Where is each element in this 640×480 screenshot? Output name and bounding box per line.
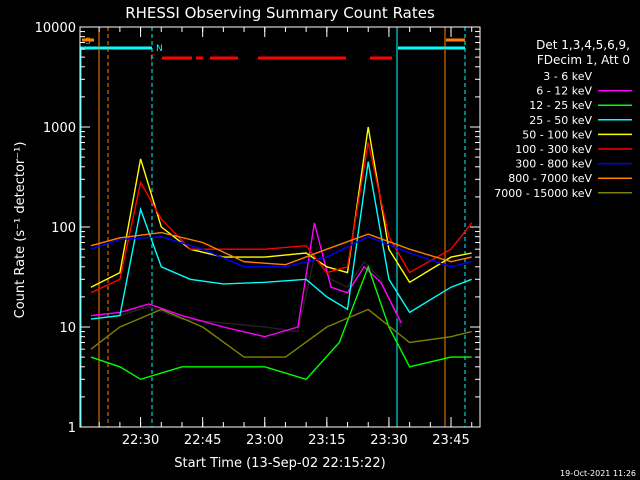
y-tick-label: 1	[68, 421, 76, 436]
legend-label: 12 - 25 keV	[529, 99, 592, 112]
x-tick-label: 23:00	[246, 433, 283, 448]
flag-label: F	[150, 54, 155, 64]
flag-label: S	[85, 37, 91, 47]
y-tick-label: 1000	[43, 121, 76, 136]
series-line	[90, 161, 472, 320]
legend-header-2: FDecim 1, Att 0	[537, 53, 630, 67]
legend-label: 3 - 6 keV	[543, 70, 592, 83]
legend-header-1: Det 1,3,4,5,6,9,	[536, 38, 630, 52]
x-tick-label: 23:15	[308, 433, 345, 448]
legend-label: 300 - 800 keV	[515, 158, 592, 171]
plot-frame	[79, 26, 481, 428]
series-line	[90, 142, 473, 294]
y-axis-label: Count Rate (s⁻¹ detector⁻¹)	[13, 142, 28, 319]
legend-label: 800 - 7000 keV	[508, 172, 592, 185]
x-tick-label: 22:45	[184, 433, 221, 448]
series-group	[90, 126, 473, 381]
y-tick-label: 100	[51, 221, 76, 236]
x-tick-label: 23:30	[370, 433, 407, 448]
series-line	[90, 264, 472, 381]
chart-title: RHESSI Observing Summary Count Rates	[125, 4, 435, 22]
flag-bars: S NF	[80, 27, 466, 427]
y-axis: 1 10 100 1000 10000	[35, 21, 480, 436]
series-line	[90, 231, 472, 266]
y-tick-label: 10000	[35, 21, 76, 36]
series-line	[90, 235, 472, 268]
x-tick-label: 22:30	[122, 433, 159, 448]
x-axis-label: Start Time (13-Sep-02 22:15:22)	[174, 456, 385, 471]
legend-label: 100 - 300 keV	[515, 143, 592, 156]
x-tick-label: 23:45	[432, 433, 469, 448]
legend-label: 25 - 50 keV	[529, 114, 592, 127]
x-axis: 22:30 22:45 23:00 23:15 23:30 23:45	[98, 27, 473, 448]
series-line	[90, 308, 472, 358]
footer-date: 19-Oct-2021 11:26	[560, 469, 636, 478]
legend-label: 7000 - 15000 keV	[494, 187, 592, 200]
series-line	[90, 255, 403, 333]
legend-label: 6 - 12 keV	[536, 85, 592, 98]
flag-label: N	[156, 44, 163, 54]
series-line	[90, 222, 403, 338]
legend-label: 50 - 100 keV	[522, 128, 592, 141]
series-line	[90, 126, 472, 288]
y-tick-label: 10	[59, 321, 76, 336]
